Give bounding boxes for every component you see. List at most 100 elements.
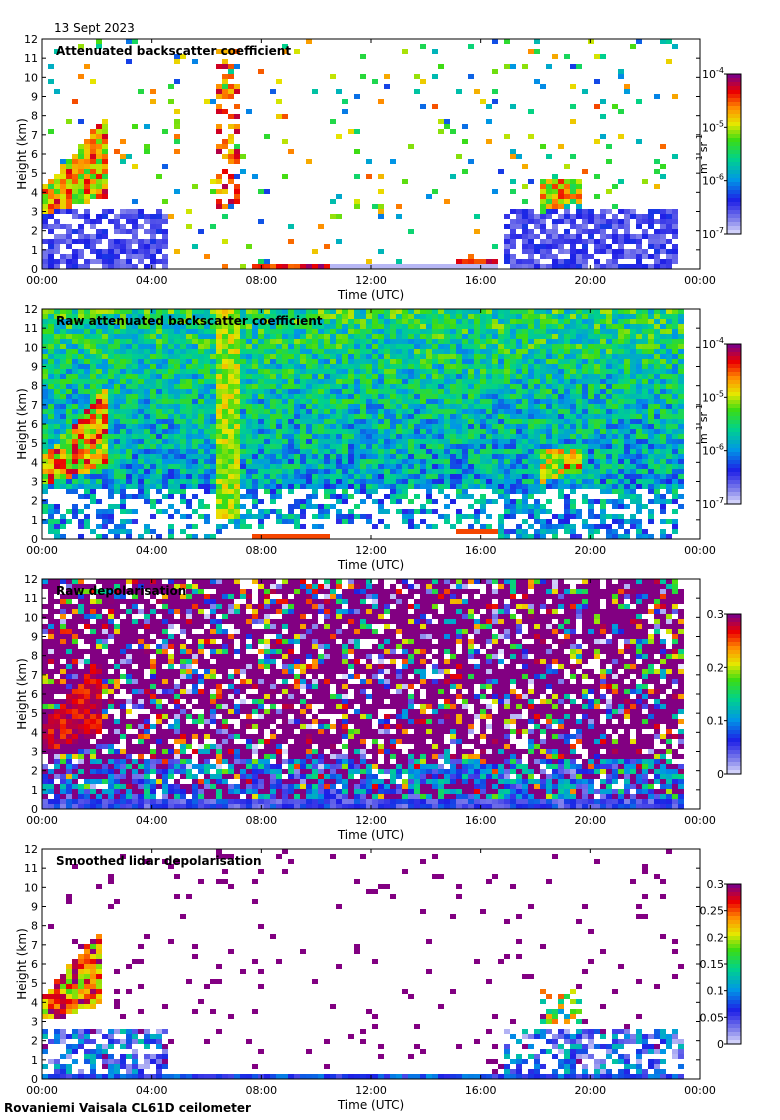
heatmap-cell <box>72 459 78 464</box>
heatmap-cell <box>126 154 132 159</box>
heatmap-cell <box>180 334 186 339</box>
heatmap-cell <box>102 419 108 424</box>
heatmap-cell <box>564 359 570 364</box>
heatmap-cell <box>540 349 546 354</box>
heatmap-cell <box>456 359 462 364</box>
heatmap-cell <box>150 514 156 519</box>
heatmap-cell <box>438 349 444 354</box>
heatmap-cell <box>162 424 168 429</box>
heatmap-cell <box>66 424 72 429</box>
heatmap-cell <box>546 449 552 454</box>
heatmap-cell <box>102 319 108 324</box>
heatmap-cell <box>594 389 600 394</box>
heatmap-cell <box>366 384 372 389</box>
heatmap-cell <box>216 459 222 464</box>
heatmap-cell <box>468 434 474 439</box>
heatmap-cell <box>564 234 570 239</box>
heatmap-cell <box>408 499 414 504</box>
heatmap-cell <box>600 239 606 244</box>
heatmap-cell <box>444 479 450 484</box>
heatmap-cell <box>330 364 336 369</box>
heatmap-cell <box>192 524 198 529</box>
heatmap-cell <box>240 434 246 439</box>
heatmap-cell <box>66 379 72 384</box>
heatmap-cell <box>294 364 300 369</box>
heatmap-cell <box>270 354 276 359</box>
heatmap-cell <box>474 424 480 429</box>
heatmap-cell <box>594 324 600 329</box>
heatmap-cell <box>570 239 576 244</box>
heatmap-cell <box>498 524 504 529</box>
heatmap-cell <box>468 364 474 369</box>
heatmap-cell <box>54 529 60 534</box>
heatmap-cell <box>96 369 102 374</box>
heatmap-cell <box>516 369 522 374</box>
heatmap-cell <box>168 409 174 414</box>
heatmap-cell <box>198 374 204 379</box>
heatmap-cell <box>138 389 144 394</box>
heatmap-cell <box>672 229 678 234</box>
heatmap-cell <box>558 514 564 519</box>
heatmap-cell <box>276 354 282 359</box>
heatmap-cell <box>96 484 102 489</box>
heatmap-cell <box>432 384 438 389</box>
heatmap-cell <box>294 314 300 319</box>
heatmap-cell <box>366 259 372 264</box>
heatmap-cell <box>444 264 450 269</box>
heatmap-cell <box>120 154 126 159</box>
heatmap-cell <box>300 354 306 359</box>
heatmap-cell <box>534 399 540 404</box>
heatmap-cell <box>636 214 642 219</box>
heatmap-cell <box>552 219 558 224</box>
heatmap-cell <box>120 339 126 344</box>
heatmap-cell <box>600 519 606 524</box>
heatmap-cell <box>366 409 372 414</box>
heatmap-cell <box>564 209 570 214</box>
heatmap-cell <box>390 439 396 444</box>
heatmap-cell <box>588 424 594 429</box>
heatmap-cell <box>180 339 186 344</box>
heatmap-cell <box>102 154 108 159</box>
heatmap-cell <box>588 479 594 484</box>
heatmap-cell <box>468 159 474 164</box>
heatmap-cell <box>498 384 504 389</box>
heatmap-cell <box>228 314 234 319</box>
heatmap-cell <box>138 424 144 429</box>
heatmap-cell <box>120 314 126 319</box>
heatmap-cell <box>162 419 168 424</box>
heatmap-cell <box>498 409 504 414</box>
heatmap-cell <box>468 404 474 409</box>
heatmap-cell <box>48 419 54 424</box>
heatmap-cell <box>390 484 396 489</box>
heatmap-cell <box>78 349 84 354</box>
heatmap-cell <box>168 434 174 439</box>
heatmap-cell <box>114 429 120 434</box>
heatmap-cell <box>618 234 624 239</box>
heatmap-cell <box>102 334 108 339</box>
heatmap-cell <box>186 469 192 474</box>
heatmap-cell <box>264 309 270 314</box>
heatmap-cell <box>42 429 48 434</box>
heatmap-cell <box>558 264 564 269</box>
heatmap-cell <box>330 464 336 469</box>
heatmap-cell <box>408 479 414 484</box>
heatmap-cell <box>462 124 468 129</box>
heatmap-cell <box>594 244 600 249</box>
heatmap-cell <box>114 309 120 314</box>
heatmap-cell <box>456 314 462 319</box>
heatmap-cell <box>282 309 288 314</box>
heatmap-cell <box>558 449 564 454</box>
heatmap-cell <box>468 409 474 414</box>
heatmap-cell <box>336 379 342 384</box>
heatmap-cell <box>300 324 306 329</box>
heatmap-cell <box>366 489 372 494</box>
colorbar-step <box>727 186 741 191</box>
heatmap-cell <box>528 484 534 489</box>
heatmap-cell <box>144 414 150 419</box>
heatmap-cell <box>600 214 606 219</box>
heatmap-cell <box>78 459 84 464</box>
heatmap-cell <box>342 359 348 364</box>
colorbar: 10-410-510-610-7m-1sr-1 <box>695 66 742 241</box>
heatmap-cell <box>108 429 114 434</box>
heatmap-cell <box>414 364 420 369</box>
